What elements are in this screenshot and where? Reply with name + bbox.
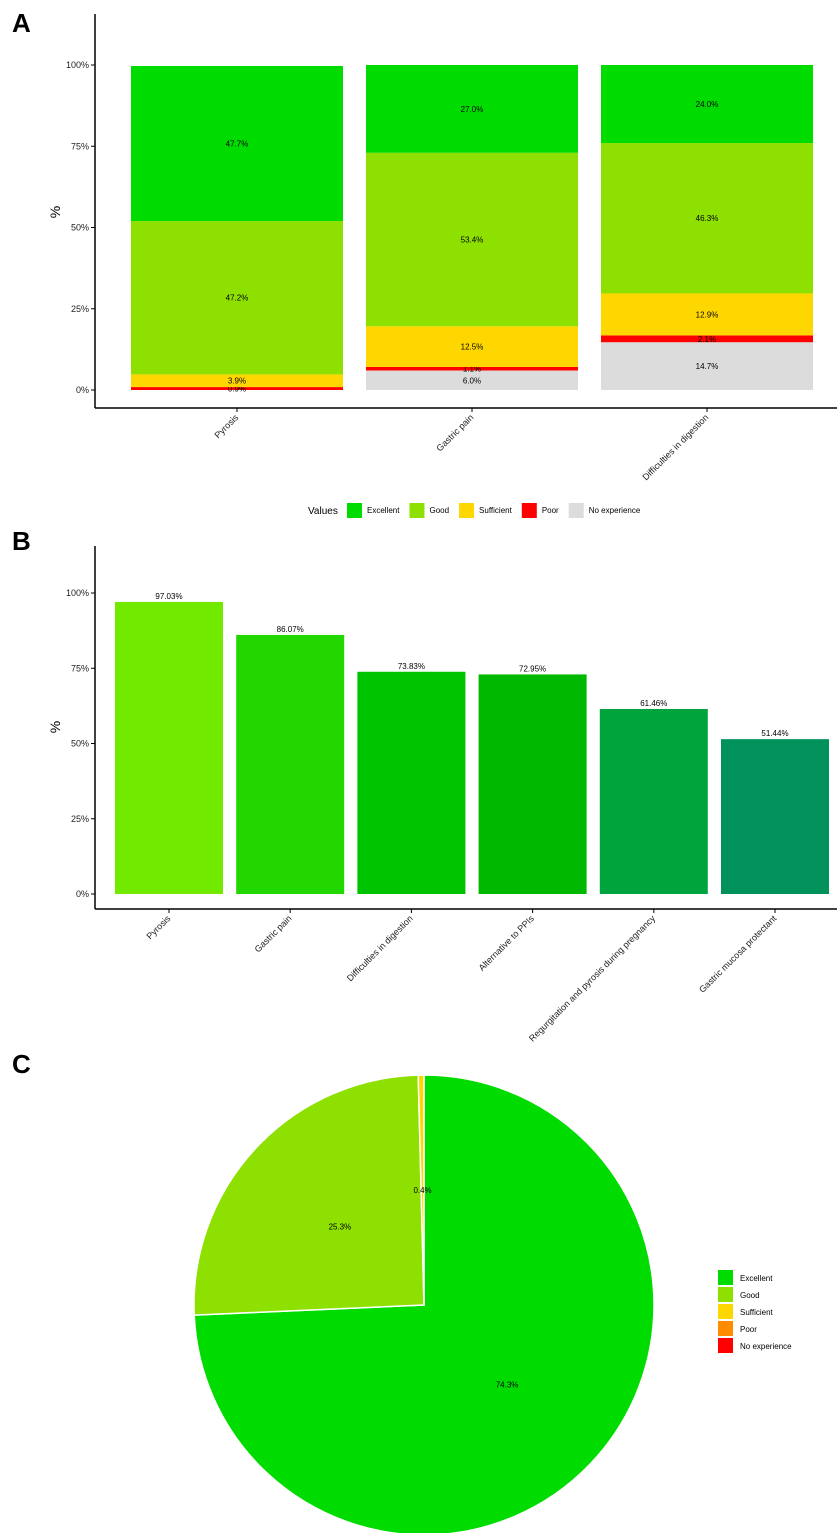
stacked-bar-segment <box>366 370 578 390</box>
legend-swatch <box>459 503 475 518</box>
bar-value-label: 61.46% <box>640 699 667 708</box>
stacked-bar-segment <box>601 342 813 390</box>
panel-label-a: A <box>12 8 31 38</box>
x-tick-label: Pyrosis <box>144 913 172 941</box>
stacked-bar-segment <box>601 143 813 294</box>
segment-label: 12.9% <box>696 310 719 319</box>
y-axis-label: % <box>47 206 63 218</box>
bar-value-label: 73.83% <box>398 662 425 671</box>
legend-label: Poor <box>542 506 559 515</box>
segment-label: 12.5% <box>461 343 484 352</box>
x-tick-label: Difficulties in digestion <box>345 913 415 983</box>
x-tick-label: Gastric pain <box>253 913 294 954</box>
stacked-bar-segment <box>366 65 578 153</box>
pie-chart: 74.3% 25.3% 0.4% Excellent Good Sufficient Poo… <box>193 1074 792 1533</box>
segment-label: 47.7% <box>226 139 249 148</box>
y-tick-label: 75% <box>71 141 89 151</box>
legend-label: Excellent <box>740 1274 773 1283</box>
bar <box>599 709 708 894</box>
y-tick-label: 100% <box>66 60 89 70</box>
bar <box>236 634 345 894</box>
y-tick-label: 50% <box>71 223 89 233</box>
legend-label: Sufficient <box>740 1308 774 1317</box>
pie-slice-label: 0.4% <box>413 1186 431 1195</box>
x-tick-label: Alternative to PPIs <box>477 913 537 973</box>
segment-label: 3.9% <box>228 377 246 386</box>
stacked-bar-segment <box>366 326 578 367</box>
segment-label: 2.1% <box>698 335 716 344</box>
y-tick-label: 100% <box>66 588 89 598</box>
segment-label: 24.0% <box>696 100 719 109</box>
segment-label: 6.0% <box>463 376 481 385</box>
pie-slice <box>417 1074 425 1306</box>
bar <box>478 674 587 894</box>
x-tick-label: Gastric pain <box>434 412 475 453</box>
bar-value-label: 97.03% <box>155 592 182 601</box>
y-tick-label: 0% <box>76 385 89 395</box>
stacked-bar-segment <box>131 387 343 390</box>
legend-swatch <box>718 1338 733 1353</box>
legend-swatch <box>718 1270 733 1285</box>
pie-slice <box>193 1074 425 1316</box>
stacked-bar-segment <box>131 65 343 221</box>
legend-swatch <box>409 503 425 518</box>
pie-slice-label: 74.3% <box>496 1381 519 1390</box>
segment-label: 47.2% <box>226 294 249 303</box>
bar-value-label: 86.07% <box>277 625 304 634</box>
legend-swatch <box>718 1304 733 1319</box>
segment-label: 14.7% <box>696 362 719 371</box>
legend-label: Good <box>740 1291 760 1300</box>
segment-label: 0.9% <box>228 385 246 394</box>
stacked-bar-segment <box>601 335 813 343</box>
legend-label: Poor <box>740 1325 757 1334</box>
y-axis-label: % <box>47 721 63 733</box>
legend-label: No experience <box>740 1342 792 1351</box>
legend-label: No experience <box>589 506 641 515</box>
legend-swatch <box>521 503 537 518</box>
pie-slice-label: 25.3% <box>329 1223 352 1232</box>
segment-label: 53.4% <box>461 236 484 245</box>
x-tick-label: Pyrosis <box>212 412 240 440</box>
bar-value-label: 51.44% <box>761 729 788 738</box>
x-tick-label: Difficulties in digestion <box>640 412 710 482</box>
y-tick-label: 25% <box>71 304 89 314</box>
bar <box>357 671 466 894</box>
y-tick-label: 50% <box>71 739 89 749</box>
y-tick-label: 75% <box>71 663 89 673</box>
bar-chart: 0% 25% 50% 75% 100%% 97.03% Pyrosis 86.07% Gastr… <box>47 546 837 1044</box>
panel-label-b: B <box>12 526 31 556</box>
y-tick-label: 25% <box>71 814 89 824</box>
bar <box>115 601 223 894</box>
panel-label-c: C <box>12 1049 31 1079</box>
x-tick-label: Gastric mucosa protectant <box>697 913 779 995</box>
segment-label: 46.3% <box>696 214 719 223</box>
y-tick-label: 0% <box>76 889 89 899</box>
stacked-bar-segment <box>601 293 813 336</box>
legend-title: Values <box>308 506 338 517</box>
stacked-bar-segment <box>601 65 813 143</box>
legend-swatch <box>568 503 584 518</box>
legend-label: Sufficient <box>479 506 513 515</box>
stacked-bar-segment <box>131 374 343 388</box>
stacked-bar-segment <box>131 221 343 375</box>
legend-label: Good <box>429 506 449 515</box>
legend-swatch <box>347 503 362 518</box>
segment-label: 27.0% <box>461 105 484 114</box>
legend-label: Excellent <box>367 506 400 515</box>
legend-swatch <box>718 1287 733 1302</box>
legend-swatch <box>718 1321 733 1336</box>
bar <box>721 739 829 894</box>
segment-label: 1.1% <box>463 365 481 374</box>
stacked-bar-chart: 0% 25% 50% 75% 100%% 0.9%3.9% 47.2% 47.7% Pyrosi… <box>47 14 837 518</box>
x-tick-label: Regurgitation and pyrosis during pregnan… <box>527 913 658 1044</box>
stacked-bar-segment <box>366 152 578 327</box>
bar-value-label: 72.95% <box>519 664 546 673</box>
stacked-bar-segment <box>366 366 578 371</box>
